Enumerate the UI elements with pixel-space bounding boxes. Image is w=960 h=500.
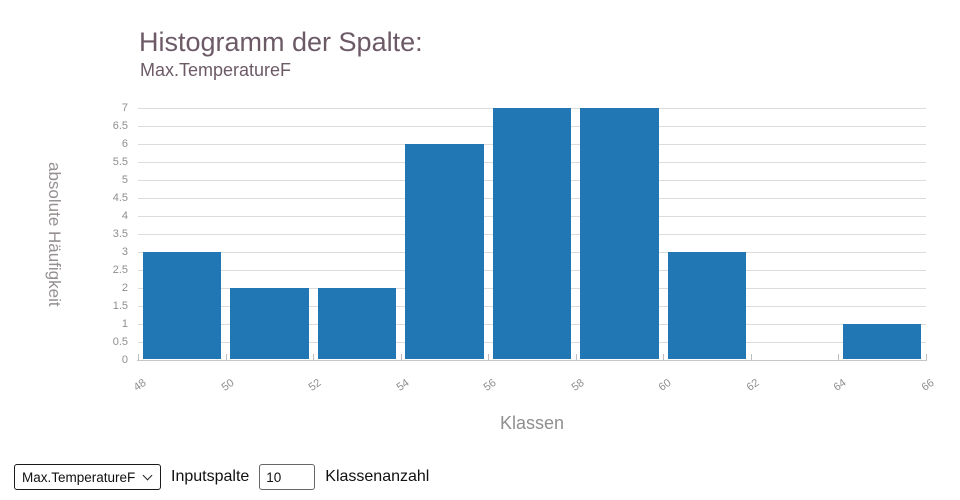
x-tick-label: 62 [744,376,762,394]
y-tick-label: 4.5 [112,192,128,204]
x-tick-mark [575,354,577,360]
histogram-bar [230,288,309,359]
histogram-bar [580,108,659,359]
y-tick-label: 7 [121,102,128,114]
x-tick-mark [663,354,665,360]
x-tick-mark [488,354,490,360]
histogram-bar [842,324,922,359]
x-tick-mark [400,354,402,360]
controls-bar: Max.TemperatureF Inputspalte Klassenanza… [14,464,429,490]
x-tick-mark [225,354,227,360]
x-tick-mark [750,354,752,360]
x-tick-mark [838,354,840,360]
y-tick-label: 4 [121,210,128,222]
y-tick-label: 3 [121,246,128,258]
x-tick-label: 64 [831,376,849,394]
histogram-bar [317,288,397,359]
histogram-bar [667,252,747,359]
x-tick-label: 60 [656,376,674,394]
y-tick-label: 1.5 [112,300,128,312]
x-tick-mark [926,354,927,360]
x-tick-label: 52 [306,376,324,394]
histogram-bar [142,252,222,359]
x-tick-label: 66 [919,376,937,394]
chart-subtitle: Max.TemperatureF [140,60,292,80]
y-tick-label: 0 [121,354,128,366]
chart-title: Histogramm der Spalte: [139,27,423,57]
x-tick-mark [313,354,315,360]
column-select[interactable]: Max.TemperatureF [14,464,161,490]
x-tick-label: 54 [394,376,412,394]
column-select-wrap: Max.TemperatureF [14,464,161,490]
x-tick-label: 50 [219,376,237,394]
x-axis-title: Klassen [499,413,565,433]
x-axis-line [137,360,927,361]
histogram-bar [492,108,572,359]
y-tick-label: 5.5 [112,156,128,168]
histogram-bar [405,144,484,359]
y-tick-label: 2.5 [112,264,128,276]
y-tick-label: 3.5 [112,228,128,240]
y-tick-label: 2 [121,282,128,294]
x-tick-label: 56 [481,376,499,394]
input-column-label: Inputspalte [171,468,250,485]
y-axis-title: absolute Häufigkeit [45,161,64,307]
y-tick-label: 1 [121,318,128,330]
y-tick-label: 6.5 [112,120,128,132]
x-tick-label: 48 [131,376,149,394]
bin-count-input[interactable] [259,464,316,490]
x-tick-mark [138,354,139,360]
bin-count-label: Klassenanzahl [325,468,430,485]
y-tick-label: 6 [121,138,128,150]
y-tick-label: 5 [121,174,128,186]
y-tick-label: 0.5 [112,336,128,348]
x-tick-label: 58 [569,376,587,394]
